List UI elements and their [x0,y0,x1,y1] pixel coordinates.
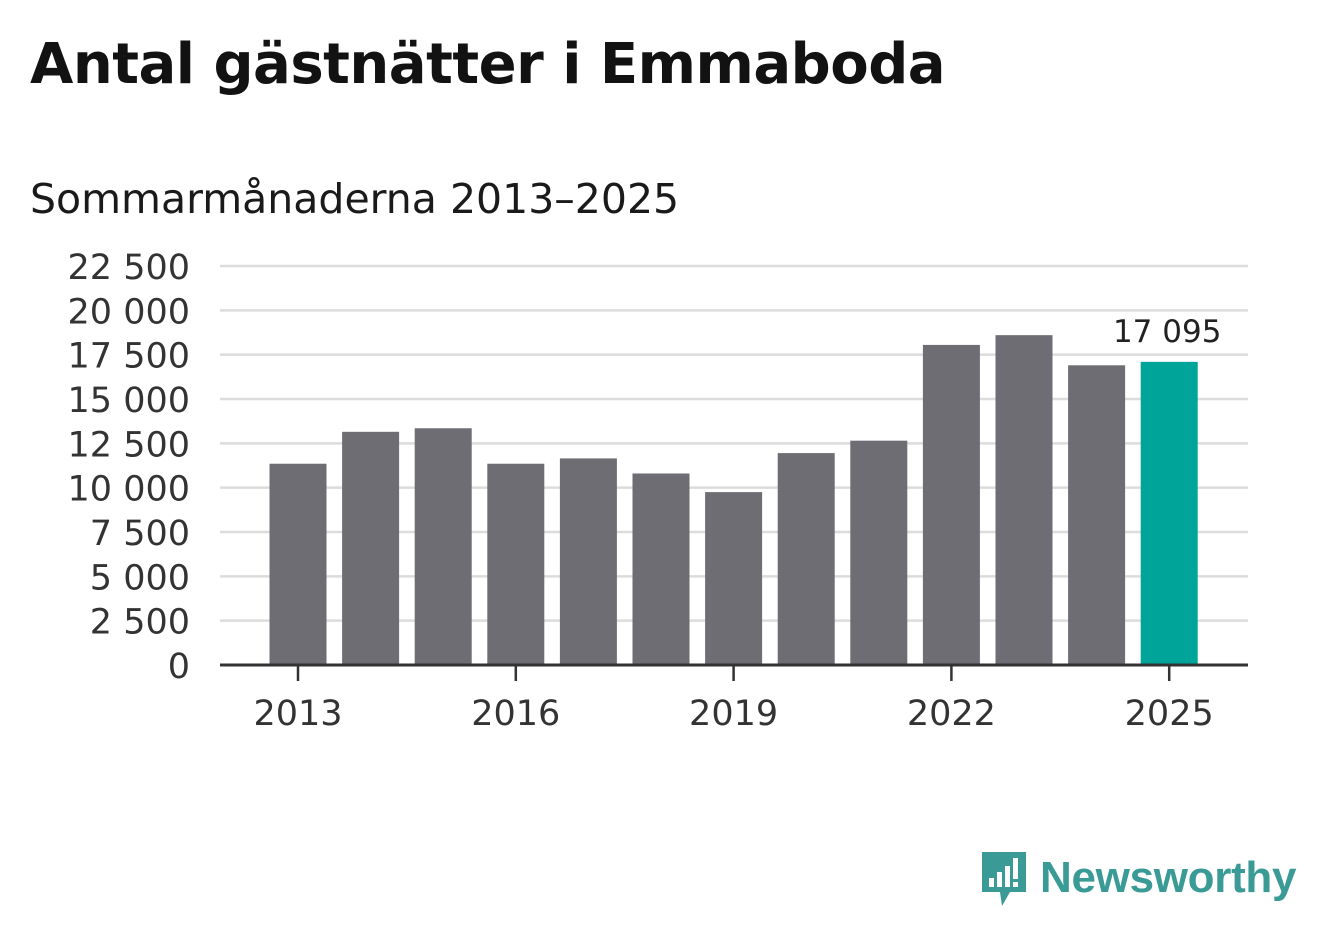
bar-2017 [559,458,617,665]
bar-2025 [1140,361,1198,665]
newsworthy-logo: Newsworthy [980,848,1296,908]
y-tick-label: 5 000 [90,558,190,598]
x-tick-label: 2022 [907,694,996,734]
bar-2018 [632,473,690,665]
bar-2024 [1068,365,1126,665]
chart-subtitle: Sommarmånaderna 2013–2025 [30,175,680,223]
newsworthy-bar-icon [982,852,1026,906]
bar-2013 [269,463,327,665]
bar-2021 [850,440,908,665]
y-tick-label: 10 000 [68,470,190,510]
x-tick-label: 2025 [1125,694,1214,734]
y-tick-label: 15 000 [68,381,190,421]
y-tick-label: 2 500 [90,603,190,643]
bar-2023 [995,335,1053,665]
bar-2014 [342,431,400,665]
y-tick-label: 17 500 [68,337,190,377]
bar-2015 [414,428,472,665]
bar-2016 [487,463,545,665]
chart-title: Antal gästnätter i Emmaboda [30,32,946,97]
bar-2019 [705,492,763,665]
logo-text: Newsworthy [1040,853,1297,902]
y-tick-label: 7 500 [90,514,190,554]
x-tick-label: 2016 [471,694,560,734]
y-tick-label: 12 500 [68,425,190,465]
y-tick-label: 20 000 [68,292,190,332]
data-label: 17 095 [1113,314,1221,350]
x-tick-label: 2019 [689,694,778,734]
x-tick-label: 2013 [253,694,342,734]
y-tick-label: 22 500 [68,248,190,288]
bar-2022 [922,344,980,665]
y-tick-label: 0 [168,647,190,687]
bar-2020 [777,453,835,665]
